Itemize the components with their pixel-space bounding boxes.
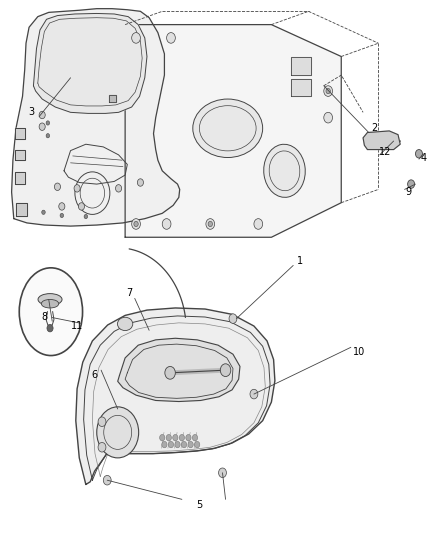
- Polygon shape: [14, 150, 25, 160]
- Circle shape: [219, 468, 226, 478]
- Circle shape: [408, 180, 415, 188]
- Circle shape: [162, 441, 167, 448]
- Circle shape: [78, 203, 85, 210]
- Polygon shape: [118, 338, 240, 401]
- Polygon shape: [16, 203, 27, 216]
- Circle shape: [181, 441, 187, 448]
- Circle shape: [194, 441, 200, 448]
- Circle shape: [116, 184, 122, 192]
- Polygon shape: [12, 9, 180, 226]
- Ellipse shape: [19, 268, 82, 356]
- Circle shape: [165, 367, 175, 379]
- Text: 3: 3: [28, 107, 34, 117]
- Circle shape: [188, 441, 193, 448]
- Polygon shape: [291, 56, 311, 75]
- Ellipse shape: [264, 144, 305, 197]
- Circle shape: [132, 33, 141, 43]
- Circle shape: [254, 219, 263, 229]
- Ellipse shape: [117, 317, 133, 330]
- Circle shape: [98, 442, 106, 452]
- Text: 11: 11: [71, 321, 83, 331]
- Circle shape: [59, 203, 65, 210]
- Circle shape: [46, 134, 49, 138]
- Text: 7: 7: [127, 288, 133, 298]
- Text: 4: 4: [420, 152, 427, 163]
- Polygon shape: [33, 13, 147, 114]
- Circle shape: [173, 434, 178, 441]
- Text: 12: 12: [379, 147, 391, 157]
- Ellipse shape: [38, 294, 62, 305]
- Polygon shape: [14, 128, 25, 139]
- Circle shape: [97, 407, 139, 458]
- Circle shape: [324, 112, 332, 123]
- Circle shape: [54, 183, 60, 190]
- Circle shape: [192, 434, 198, 441]
- Circle shape: [84, 214, 88, 219]
- Text: 2: 2: [371, 123, 377, 133]
- Text: 9: 9: [406, 187, 412, 197]
- Polygon shape: [291, 79, 311, 96]
- Circle shape: [159, 434, 165, 441]
- Circle shape: [220, 364, 231, 376]
- Polygon shape: [363, 131, 400, 150]
- Circle shape: [324, 86, 332, 96]
- Polygon shape: [14, 172, 25, 184]
- Polygon shape: [76, 308, 275, 484]
- Circle shape: [162, 219, 171, 229]
- Circle shape: [46, 121, 49, 125]
- Text: 6: 6: [92, 370, 98, 381]
- Circle shape: [175, 441, 180, 448]
- Circle shape: [166, 33, 175, 43]
- Ellipse shape: [193, 99, 263, 158]
- Circle shape: [186, 434, 191, 441]
- Circle shape: [138, 179, 144, 186]
- Circle shape: [39, 111, 45, 119]
- Circle shape: [326, 88, 330, 94]
- Text: 1: 1: [297, 256, 303, 266]
- Circle shape: [103, 475, 111, 485]
- Text: 8: 8: [41, 312, 47, 322]
- Circle shape: [42, 210, 45, 214]
- Polygon shape: [109, 95, 117, 102]
- Circle shape: [416, 150, 423, 158]
- Circle shape: [47, 325, 53, 332]
- Circle shape: [132, 219, 141, 229]
- Polygon shape: [125, 25, 341, 237]
- Circle shape: [74, 184, 80, 192]
- Circle shape: [206, 219, 215, 229]
- Circle shape: [250, 389, 258, 399]
- Circle shape: [229, 314, 237, 324]
- Circle shape: [168, 441, 173, 448]
- Circle shape: [60, 213, 64, 217]
- Circle shape: [208, 221, 212, 227]
- Text: 10: 10: [353, 346, 365, 357]
- Circle shape: [39, 123, 45, 131]
- Circle shape: [134, 221, 138, 227]
- Text: 5: 5: [196, 499, 202, 510]
- Circle shape: [179, 434, 184, 441]
- Ellipse shape: [41, 300, 59, 308]
- Circle shape: [98, 417, 106, 426]
- Circle shape: [166, 434, 171, 441]
